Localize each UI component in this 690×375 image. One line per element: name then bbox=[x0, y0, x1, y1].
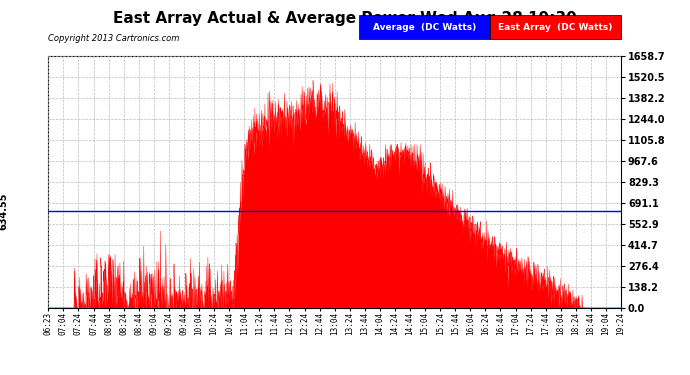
Text: East Array  (DC Watts): East Array (DC Watts) bbox=[498, 22, 613, 32]
Text: East Array Actual & Average Power Wed Aug 28 19:30: East Array Actual & Average Power Wed Au… bbox=[113, 11, 577, 26]
Text: Average  (DC Watts): Average (DC Watts) bbox=[373, 22, 476, 32]
Text: 634.55: 634.55 bbox=[0, 193, 8, 230]
Text: Copyright 2013 Cartronics.com: Copyright 2013 Cartronics.com bbox=[48, 34, 179, 43]
